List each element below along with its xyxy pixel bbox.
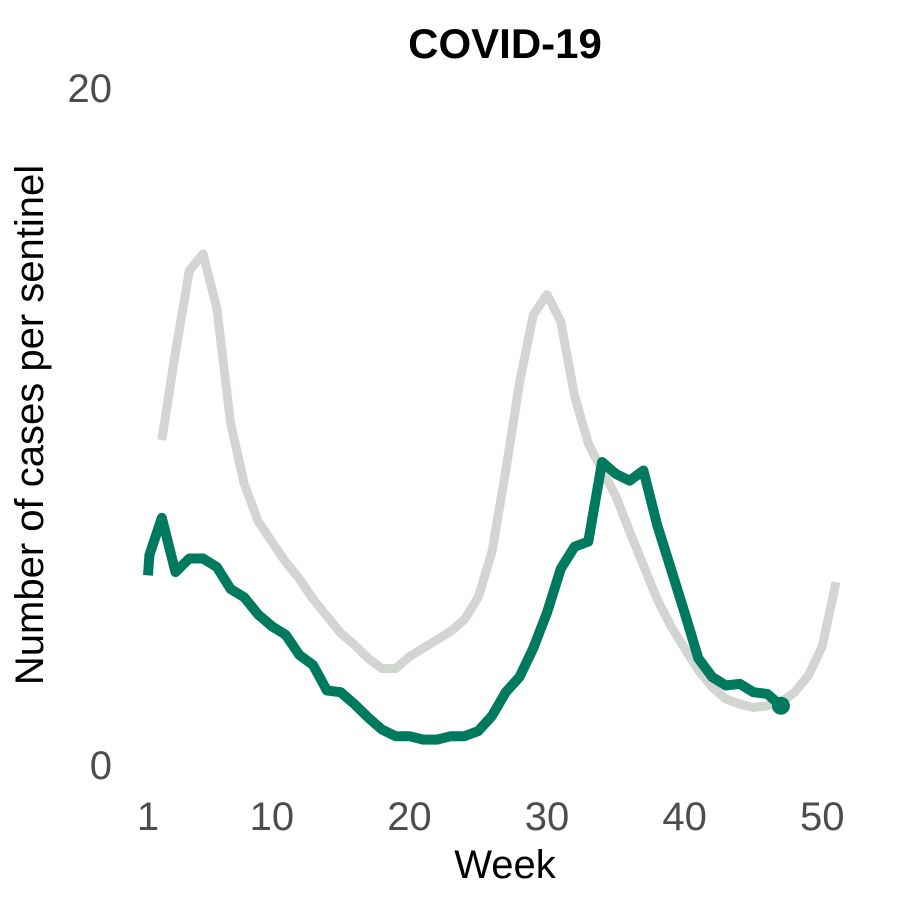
x-tick-label: 10: [250, 795, 295, 839]
x-axis-label: Week: [454, 843, 557, 887]
x-tick-label: 50: [800, 795, 845, 839]
y-ticks: 0 20: [68, 67, 113, 788]
y-axis-label: Number of cases per sentinel: [8, 165, 52, 685]
current-season-endpoint: [771, 696, 790, 715]
series-line-previous-season: [157, 249, 841, 712]
series-line-current-season: [143, 457, 785, 745]
x-tick-label: 30: [525, 795, 570, 839]
x-ticks: 1 10 20 30 40 50: [137, 795, 845, 839]
x-tick-label: 20: [387, 795, 432, 839]
x-tick-label: 1: [137, 795, 159, 839]
x-tick-label: 40: [662, 795, 707, 839]
y-tick-label: 0: [90, 744, 112, 788]
y-tick-label: 20: [68, 67, 113, 111]
chart-title: COVID-19: [408, 20, 602, 67]
series-layer: [143, 249, 841, 745]
